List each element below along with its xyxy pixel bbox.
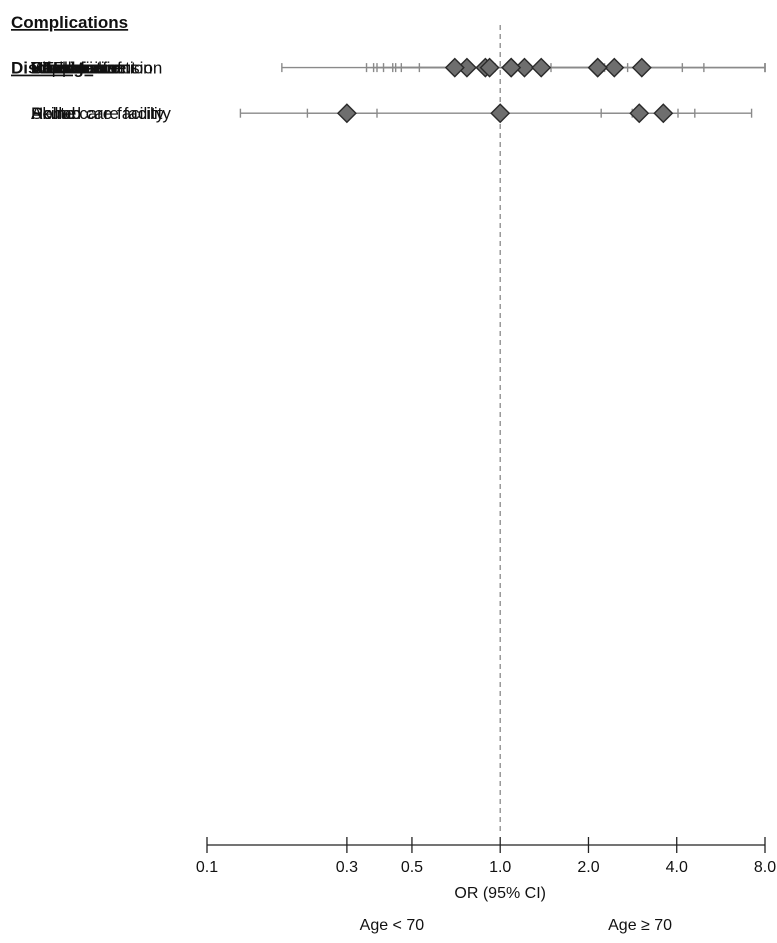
row-label: Stroke (31, 59, 80, 78)
or-marker (514, 57, 535, 78)
or-marker (490, 103, 511, 124)
row-label: UTI (31, 59, 58, 78)
row-label: Pneumonia (31, 59, 118, 78)
right-direction-label: Age ≥ 70 (608, 917, 672, 934)
row-label: Rehab (31, 104, 81, 123)
row-label: Cardiac event (31, 59, 136, 78)
x-tick-label: 1.0 (489, 859, 511, 876)
or-marker (336, 103, 357, 124)
or-marker (631, 57, 652, 78)
x-tick-label: 2.0 (577, 859, 599, 876)
or-marker (629, 103, 650, 124)
x-tick-label: 0.3 (336, 859, 358, 876)
row-label: Wound infection (31, 59, 153, 78)
x-axis-title: OR (95% CI) (454, 885, 546, 902)
row-label: Reoperation (31, 59, 124, 78)
x-tick-label: 0.5 (401, 859, 423, 876)
row-label: Skilled care facility (31, 104, 171, 123)
or-marker (501, 57, 522, 78)
row-label: Home (31, 104, 76, 123)
x-axis: 0.1 0.3 0.5 1.0 2.0 4.0 8.0 (196, 837, 776, 876)
row-labels: Complications Wound infectionPneumoniaVTE… (11, 13, 171, 123)
row-label: Sepsis (31, 59, 82, 78)
or-marker (479, 57, 500, 78)
left-direction-label: Age < 70 (360, 917, 425, 934)
row-label: Blood transfusion (31, 59, 162, 78)
or-marker (444, 57, 465, 78)
row-label: Acute care facility (31, 104, 165, 123)
row-label: Readmission (31, 59, 129, 78)
point-estimates (336, 57, 674, 124)
or-marker (604, 57, 625, 78)
or-marker (531, 57, 552, 78)
row-label: Renal failure (31, 59, 126, 78)
or-marker (653, 103, 674, 124)
x-tick-label: 4.0 (666, 859, 688, 876)
row-label: Intubation (31, 59, 106, 78)
row-label: VTE (31, 59, 64, 78)
section-title: Complications (11, 13, 128, 32)
x-tick-label: 0.1 (196, 859, 218, 876)
x-tick-label: 8.0 (754, 859, 776, 876)
section-title: Discharge (11, 59, 93, 78)
or-marker (587, 57, 608, 78)
